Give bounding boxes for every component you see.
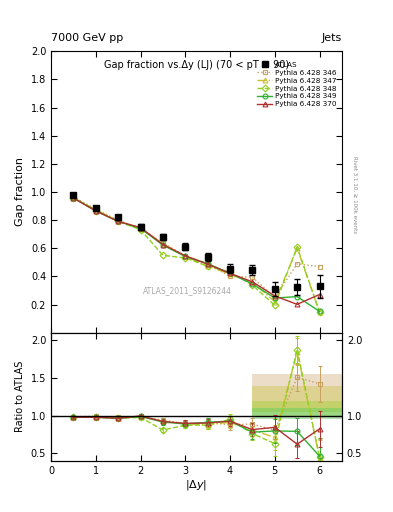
Y-axis label: Ratio to ATLAS: Ratio to ATLAS: [15, 361, 25, 433]
Text: Rivet 3.1.10, ≥ 100k events: Rivet 3.1.10, ≥ 100k events: [352, 156, 357, 233]
Text: 7000 GeV pp: 7000 GeV pp: [51, 33, 123, 42]
Text: ATLAS_2011_S9126244: ATLAS_2011_S9126244: [143, 286, 232, 295]
Text: Gap fraction vs.Δy (LJ) (70 < pT < 90): Gap fraction vs.Δy (LJ) (70 < pT < 90): [104, 60, 289, 70]
Text: Jets: Jets: [321, 33, 342, 42]
X-axis label: $|\Delta y|$: $|\Delta y|$: [185, 478, 208, 493]
Y-axis label: Gap fraction: Gap fraction: [15, 158, 25, 226]
Legend: ATLAS, Pythia 6.428 346, Pythia 6.428 347, Pythia 6.428 348, Pythia 6.428 349, P: ATLAS, Pythia 6.428 346, Pythia 6.428 34…: [254, 59, 340, 110]
